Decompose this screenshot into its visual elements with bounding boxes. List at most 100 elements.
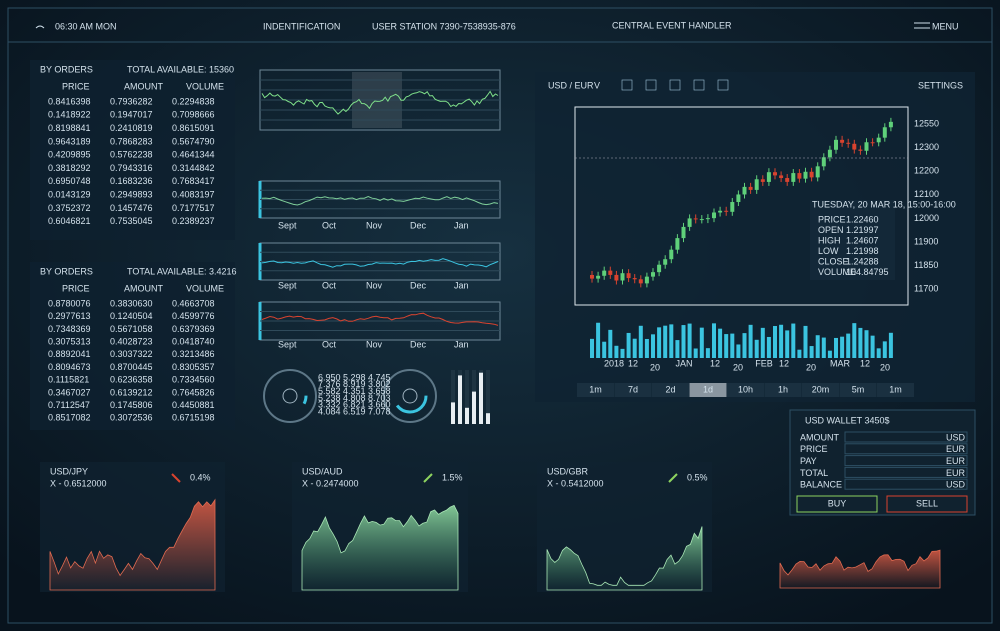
decor	[699, 327, 704, 358]
timeframe-button[interactable]: 1m	[889, 384, 902, 394]
timeframe-button[interactable]: 2d	[665, 384, 675, 394]
cell: 0.7683417	[172, 176, 215, 186]
decor	[689, 383, 727, 397]
pair-change: 0.4%	[190, 472, 211, 482]
cell: 0.4028723	[110, 336, 153, 346]
pair-selector[interactable]: USD / EUR	[548, 80, 594, 90]
timeframe-button[interactable]: 1d	[703, 384, 713, 394]
cell: 0.7348369	[48, 324, 91, 334]
decor	[839, 383, 877, 397]
month-label: Jan	[454, 339, 469, 349]
decor	[882, 341, 887, 358]
cell: 0.1683236	[110, 176, 153, 186]
timeframe-button[interactable]: 5m	[852, 384, 865, 394]
timeframe-button[interactable]: 7d	[628, 384, 638, 394]
decor	[779, 549, 941, 589]
pair-toggle[interactable]: V	[594, 80, 600, 90]
table-total: TOTAL AVAILABLE: 3.4216	[127, 266, 237, 276]
cell: 0.3467027	[48, 387, 91, 397]
decor	[451, 402, 455, 424]
tooltip-cell: 104.84795	[846, 267, 889, 277]
buy-label[interactable]: BUY	[828, 498, 847, 508]
decor	[791, 323, 796, 358]
menu[interactable]: MENU	[932, 21, 959, 31]
decor	[827, 149, 832, 158]
x-label: 20	[733, 362, 743, 372]
cell: 0.7535045	[110, 216, 153, 226]
cell: 0.2410819	[110, 123, 153, 133]
wallet-currency: EUR	[946, 444, 966, 454]
decor	[876, 348, 881, 358]
wallet-label: TOTAL	[800, 468, 828, 478]
cell: 0.8198841	[48, 123, 91, 133]
decor	[638, 325, 643, 358]
cell: 0.3072536	[110, 413, 153, 423]
buy-button[interactable]	[796, 495, 878, 513]
timeframe-button[interactable]: 1h	[778, 384, 788, 394]
decor	[261, 90, 499, 115]
decor	[486, 370, 490, 424]
decor	[724, 210, 729, 212]
decor	[620, 273, 625, 281]
decor	[383, 369, 437, 423]
y-label: 12300	[914, 142, 939, 152]
menu-icon[interactable]	[914, 22, 930, 29]
decor	[846, 333, 851, 358]
month-label: Oct	[322, 339, 337, 349]
month-label: Jan	[454, 280, 469, 290]
decor	[590, 275, 594, 279]
x-label: FEB	[755, 358, 773, 368]
table-title: BY ORDERS	[40, 266, 93, 276]
sell-label[interactable]: SELL	[916, 498, 938, 508]
cell: 0.5671058	[110, 324, 153, 334]
cell: 0.8615091	[172, 123, 215, 133]
decor	[748, 186, 753, 190]
y-label: 11700	[914, 284, 938, 294]
decor	[675, 340, 680, 358]
x-label: 12	[628, 358, 638, 368]
wallet-currency: USD	[946, 480, 966, 490]
cell: 0.6139212	[110, 387, 153, 397]
decor	[614, 383, 652, 397]
decor	[479, 372, 483, 424]
column-header: VOLUME	[186, 81, 224, 91]
decor	[651, 334, 655, 358]
decor	[669, 324, 674, 358]
frame	[7, 7, 993, 624]
cell: 0.3752372	[48, 203, 91, 213]
decor	[596, 275, 601, 279]
decor	[844, 455, 968, 467]
panel	[30, 262, 235, 430]
decor	[668, 473, 678, 483]
readout: 4.084 6.519 7.078	[318, 406, 391, 416]
wallet-currency: EUR	[946, 468, 966, 478]
settings[interactable]: SETTINGS	[918, 80, 963, 90]
month-label: Dec	[410, 339, 427, 349]
decor	[870, 142, 875, 144]
cell: 0.8780076	[48, 298, 91, 308]
cell: 0.8094673	[48, 362, 91, 372]
cell: 0.2389237	[172, 216, 215, 226]
cell: 0.7868283	[110, 136, 153, 146]
cell: 0.1115821	[48, 375, 89, 385]
decor	[632, 278, 637, 280]
decor	[797, 349, 802, 358]
sell-button[interactable]	[886, 495, 968, 513]
cell: 0.7177517	[172, 203, 215, 213]
decor	[712, 323, 716, 358]
decor	[736, 194, 741, 203]
decor	[785, 330, 790, 358]
timeframe-button[interactable]: 1m	[589, 384, 602, 394]
timeframe-button[interactable]: 10h	[738, 384, 753, 394]
decor	[49, 498, 216, 591]
column-header: AMOUNT	[124, 283, 163, 293]
decor	[736, 344, 741, 358]
readout: 5.582 4.351 3.658	[318, 386, 391, 396]
table-total: TOTAL AVAILABLE: 15360	[127, 64, 234, 74]
decor	[596, 322, 601, 358]
month-label: Sept	[278, 339, 297, 349]
decor	[402, 388, 418, 404]
timeframe-button[interactable]: 20m	[812, 384, 830, 394]
decor	[261, 258, 499, 268]
